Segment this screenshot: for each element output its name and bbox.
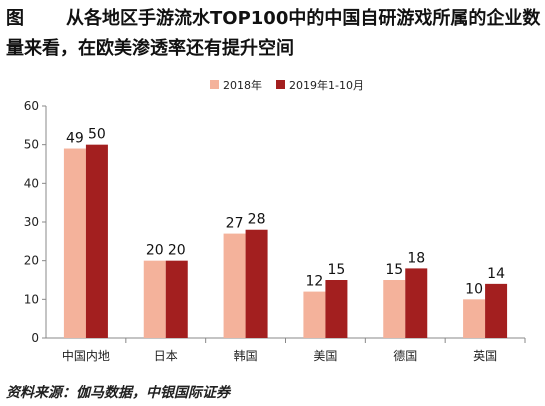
- y-tick-label: 30: [24, 215, 39, 229]
- y-tick-label: 50: [24, 138, 39, 152]
- bar-2018: [223, 233, 246, 338]
- data-label: 49: [66, 131, 84, 147]
- legend-swatch: [210, 80, 219, 89]
- data-label: 50: [88, 127, 106, 143]
- bar-2019: [165, 260, 188, 338]
- data-label: 15: [385, 262, 403, 278]
- y-tick-label: 60: [24, 99, 39, 113]
- data-label: 15: [328, 262, 346, 278]
- figure-title: 从各地区手游流水TOP100中的中国自研游戏所属的企业数量来看，在欧美渗透率还有…: [6, 8, 541, 59]
- bar-2018: [143, 260, 166, 338]
- x-tick-label: 日本: [154, 349, 178, 363]
- data-label: 18: [407, 250, 425, 266]
- figure-label: 图: [6, 8, 24, 29]
- bar-2019: [325, 280, 348, 338]
- bar-2018: [303, 291, 326, 338]
- figure-title-block: 图从各地区手游流水TOP100中的中国自研游戏所属的企业数量来看，在欧美渗透率还…: [6, 4, 541, 64]
- y-tick-label: 20: [24, 254, 39, 268]
- x-tick-label: 美国: [313, 349, 337, 363]
- x-tick-label: 英国: [473, 349, 497, 363]
- bar-2019: [405, 268, 428, 338]
- y-tick-label: 10: [24, 292, 39, 306]
- data-label: 10: [465, 281, 483, 297]
- chart-area: 0 10 20 30 40 50 60 中国内地 49 50 日本 20 20 韩国 27 28 美国 12 15 德…: [0, 72, 545, 378]
- legend-swatch: [276, 80, 285, 89]
- y-tick-label: 40: [24, 176, 39, 190]
- bar-2018: [63, 148, 86, 338]
- x-tick-label: 德国: [393, 348, 417, 363]
- legend-label: 2018年: [223, 78, 262, 92]
- bar-2019: [485, 283, 508, 338]
- source-note: 资料来源：伽马数据，中银国际证券: [6, 385, 230, 401]
- legend-label: 2019年1-10月: [289, 78, 364, 92]
- bar-2018: [463, 299, 486, 338]
- data-label: 14: [487, 266, 505, 282]
- y-tick-label: 0: [31, 331, 39, 345]
- data-label: 20: [146, 243, 164, 259]
- data-label: 28: [248, 212, 266, 228]
- x-tick-label: 韩国: [234, 348, 258, 363]
- bar-2018: [383, 280, 406, 338]
- bar-2019: [85, 144, 108, 338]
- data-label: 20: [168, 243, 186, 259]
- bar-2019: [245, 229, 268, 338]
- data-label: 12: [306, 274, 324, 290]
- x-tick-label: 中国内地: [62, 348, 110, 363]
- data-label: 27: [226, 216, 244, 232]
